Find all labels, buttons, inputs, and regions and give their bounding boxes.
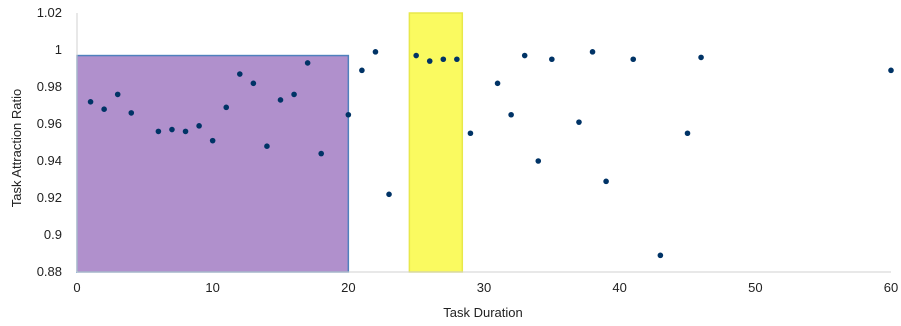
data-point [603,178,609,185]
x-tick-label: 30 [477,280,491,295]
data-point [87,99,94,105]
x-tick-label: 20 [341,280,355,295]
y-tick-label: 0.96 [37,116,62,131]
data-point [413,52,419,59]
x-tick-label: 50 [748,280,762,295]
data-point [467,130,474,137]
y-tick-label: 0.9 [44,227,62,242]
y-tick-label: 0.88 [37,264,62,279]
data-points [87,49,894,259]
highlight-region-1 [76,54,350,273]
y-tick-label: 1 [55,42,62,57]
data-point [576,119,582,125]
data-point [209,137,216,144]
data-point [386,191,392,198]
x-axis-title: Task Duration [443,305,522,320]
data-point [114,91,121,98]
data-point [372,49,379,55]
x-tick-label: 10 [205,280,219,295]
data-point [291,91,297,98]
data-point [264,143,270,149]
highlight-regions [76,12,464,273]
y-tick-label: 0.92 [37,190,62,205]
y-tick-label: 0.98 [37,79,62,94]
data-point [128,110,135,116]
y-tick-label: 1.02 [37,5,62,20]
data-point [169,126,175,133]
data-point [359,67,365,74]
y-axis-title: Task Attraction Ratio [9,89,24,208]
y-tick-label: 0.94 [37,153,62,168]
data-point [155,128,162,135]
data-point [196,123,202,129]
data-point [521,52,528,59]
data-point [589,49,596,55]
data-point [535,158,542,164]
data-point [549,56,555,63]
axes [76,13,891,273]
data-point [684,130,691,137]
x-tick-label: 60 [884,280,898,295]
data-point [250,80,257,87]
data-point [440,56,447,63]
highlight-region-2 [408,12,464,273]
data-point [630,56,637,63]
x-tick-label: 40 [612,280,626,295]
data-point [888,67,894,74]
data-point [101,106,107,112]
data-point [182,128,189,135]
data-point [223,104,230,111]
data-point [698,54,704,61]
data-point [318,150,325,157]
data-point [494,80,501,87]
x-tick-label: 0 [73,280,80,295]
data-point [304,60,311,66]
data-point [657,252,664,259]
data-point [454,56,460,63]
data-point [277,97,284,103]
data-point [426,58,433,64]
data-point [345,111,352,118]
data-point [508,111,514,118]
data-point [237,71,243,77]
tick-labels: 0 10 20 30 40 50 60 0.88 0.9 0.92 0.94 0.96 0.98 1 1.0… [37,5,899,295]
